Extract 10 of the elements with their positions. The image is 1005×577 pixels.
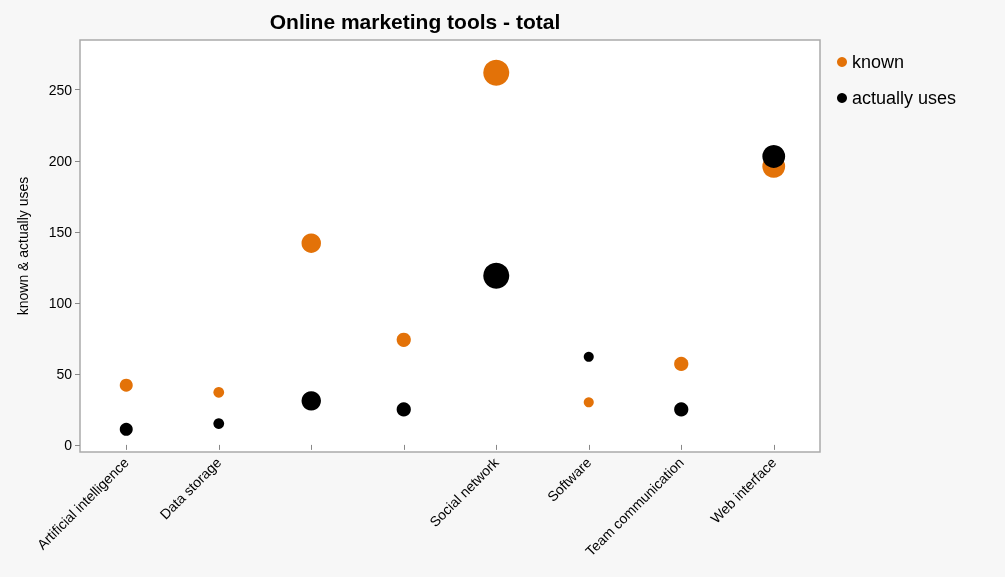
y-tick-label: 50 xyxy=(56,365,73,382)
y-tick-label: 150 xyxy=(48,223,73,240)
legend-label: actually uses xyxy=(852,88,957,108)
y-tick-label: 0 xyxy=(64,436,73,453)
y-tick-label: 200 xyxy=(48,152,73,169)
y-tick-label: 100 xyxy=(48,294,73,311)
legend-label: known xyxy=(852,52,905,72)
y-axis-title: known & actually uses xyxy=(15,176,31,316)
chart-title: Online marketing tools - total xyxy=(269,10,561,33)
y-tick-label: 250 xyxy=(48,81,73,98)
